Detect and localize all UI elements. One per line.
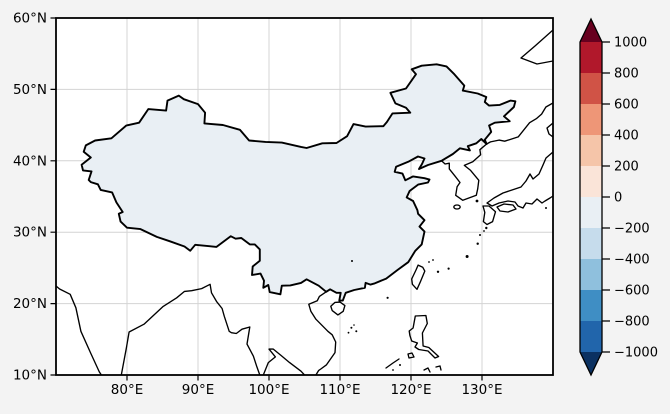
y-tick-label: 20°N [13,296,47,312]
y-axis-ticks [50,17,56,376]
island-dot [355,330,358,333]
island-dot [399,364,401,366]
y-tick-label: 60°N [13,11,47,27]
colorbar-tick-label: 0 [614,191,622,206]
island-dot [428,261,430,263]
colorbar-tick-label: −400 [614,253,650,268]
island-dot [447,267,450,270]
coastline-korea [440,143,488,201]
x-axis-ticks [126,375,483,381]
y-tick-label: 30°N [13,225,47,241]
small-islands [347,199,547,371]
colorbar-segment [580,259,602,290]
y-tick-label: 10°N [13,368,47,384]
colorbar-segment [580,166,602,197]
colorbar-tick-labels: 1000 800 600 400 200 0 −200 −400 −600 −8… [614,36,658,361]
x-tick-label: 100°E [248,382,289,398]
island-dot [485,226,488,230]
coastline-mindoro [407,352,415,359]
colorbar-tick-label: −600 [614,284,650,299]
island-dot [351,260,353,262]
colorbar-segment [580,321,602,352]
y-tick-labels: 60°N 50°N 40°N 30°N 20°N 10°N [13,11,47,384]
x-tick-label: 130°E [461,382,502,398]
y-tick-label: 40°N [13,153,47,169]
plot-frame [55,17,554,376]
coastline-india-west [56,285,103,375]
island-dot [386,296,389,299]
colorbar-tick-label: −200 [614,222,650,237]
island-dot [392,369,394,371]
island-dot [432,259,434,261]
coastline-hokkaido-sliver [546,122,553,138]
coastline-luzon [408,314,440,359]
coastline-india-east-myanmar [120,283,261,375]
colorbar-tick-label: −1000 [614,346,658,361]
coastline-taiwan [411,264,426,290]
coastline-samar [435,365,442,371]
coastline-honshu [486,151,553,209]
coastline-kyushu [482,205,497,226]
colorbar-tick-label: −800 [614,315,650,330]
colorbar: 1000 800 600 400 200 0 −200 −400 −600 −8… [579,17,658,377]
island-dot [483,230,485,232]
x-tick-label: 120°E [390,382,431,398]
colorbar-tick-label: 800 [614,67,639,82]
colorbar-arrow-bottom [580,352,602,375]
colorbar-tick-label: 400 [614,129,639,144]
x-tick-label: 80°E [111,382,143,398]
island-dot [350,326,353,329]
colorbar-tick-label: 1000 [614,36,647,51]
island-dot [353,324,355,326]
coastline-vietnam [308,291,337,375]
colorbar-segment [580,104,602,135]
island-dot [476,242,479,245]
coastline-palawan [385,358,400,369]
colorbar-ticks [602,41,610,353]
coastline-layer [56,29,553,375]
coastline-jeju-island [453,204,461,210]
island-dot [436,270,440,273]
island-dot [347,331,350,334]
x-tick-label: 110°E [319,382,360,398]
x-tick-label: 90°E [182,382,214,398]
colorbar-segment [580,228,602,259]
colorbar-segment [580,73,602,104]
coastline-russia-primorye [485,102,553,145]
colorbar-segment [580,197,602,228]
colorbar-tick-label: 200 [614,160,639,175]
coastline-gulf-of-thailand [262,348,306,375]
coastline-okhotsk-wedge [520,29,553,65]
x-tick-labels: 80°E 90°E 100°E 110°E 120°E 130°E [111,382,503,398]
y-tick-label: 50°N [13,82,47,98]
colorbar-segment [580,135,602,166]
colorbar-segment [580,290,602,321]
coastline-shikoku [496,203,517,213]
coastline-panay [423,367,431,373]
colorbar-arrow-top [580,19,602,42]
colorbar-segment [580,42,602,73]
island-dot [475,199,479,203]
island-dot [479,234,481,236]
island-dot [465,255,469,258]
coastline-hainan [330,301,346,316]
colorbar-tick-label: 600 [614,98,639,113]
island-dot [545,207,547,209]
